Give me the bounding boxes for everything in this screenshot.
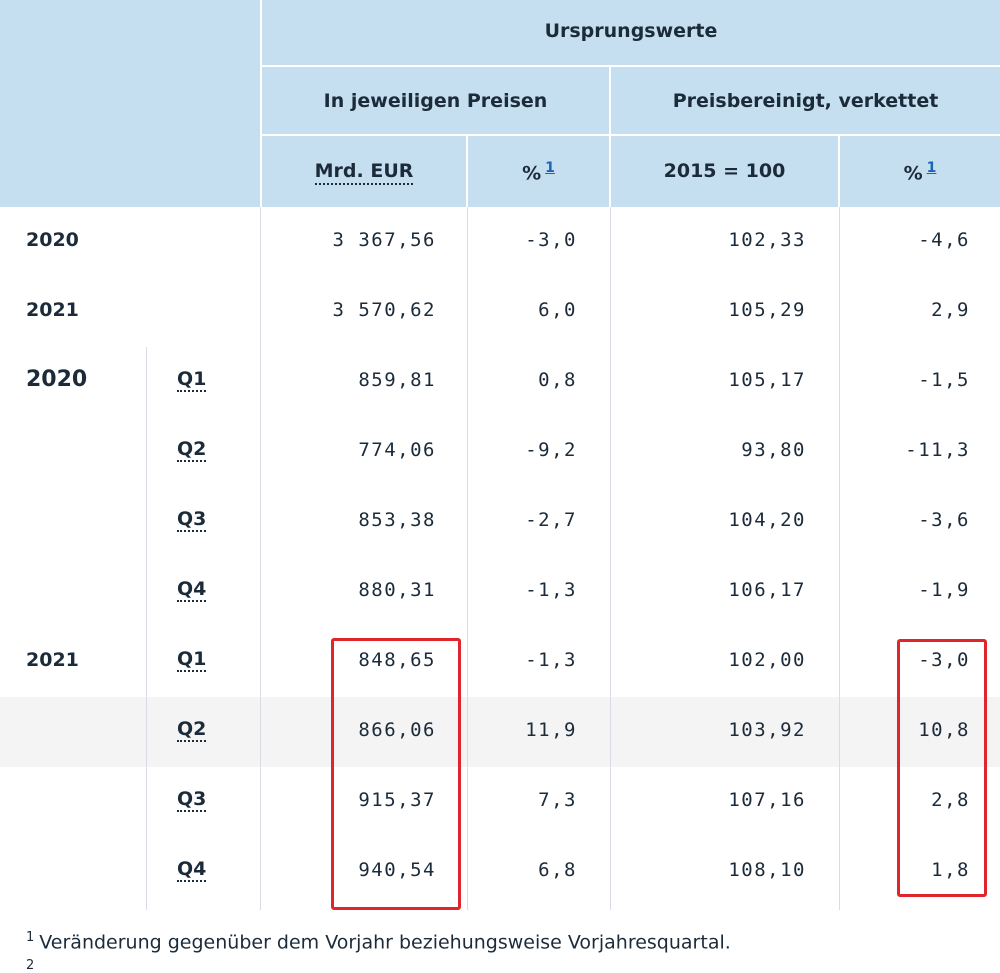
cell-eur: 774,06 bbox=[358, 439, 436, 461]
cell-pct1: -9,2 bbox=[525, 439, 577, 461]
header-divider bbox=[260, 0, 262, 207]
header-divider bbox=[466, 135, 468, 207]
cell-pct1: -1,3 bbox=[525, 649, 577, 671]
cell-eur: 866,06 bbox=[358, 719, 436, 741]
cell-pct1: 11,9 bbox=[525, 719, 577, 741]
table-row: 2021 Q1 848,65 -1,3 102,00 -3,0 bbox=[0, 627, 1000, 697]
cell-pct2: 1,8 bbox=[931, 859, 970, 881]
cell-pct2: -4,6 bbox=[918, 229, 970, 251]
group-title: Ursprungswerte bbox=[544, 20, 718, 42]
cell-pct2: -1,5 bbox=[918, 369, 970, 391]
quarter-abbr[interactable]: Q4 bbox=[177, 858, 207, 882]
cell-pct2: -1,9 bbox=[918, 579, 970, 601]
cell-pct2: -3,6 bbox=[918, 509, 970, 531]
table-row: Q3 853,38 -2,7 104,20 -3,6 bbox=[0, 487, 1000, 557]
cell-pct1: -2,7 bbox=[525, 509, 577, 531]
cell-pct1: -1,3 bbox=[525, 579, 577, 601]
cell-pct2: 2,8 bbox=[931, 789, 970, 811]
table-row: Q2 866,06 11,9 103,92 10,8 bbox=[0, 697, 1000, 767]
column-divider bbox=[610, 207, 611, 910]
table-row: Q4 940,54 6,8 108,10 1,8 bbox=[0, 837, 1000, 907]
highlight-box-eur bbox=[331, 638, 461, 910]
header-divider bbox=[262, 134, 1000, 136]
row-year: 2021 bbox=[26, 299, 79, 321]
row-year: 2021 bbox=[26, 649, 79, 671]
quarter-abbr[interactable]: Q2 bbox=[177, 438, 207, 462]
cell-index: 105,29 bbox=[728, 299, 806, 321]
row-year: 2020 bbox=[26, 367, 88, 392]
cell-index: 93,80 bbox=[741, 439, 806, 461]
cell-eur: 848,65 bbox=[358, 649, 436, 671]
table-row: 2020 3 367,56 -3,0 102,33 -4,6 bbox=[0, 207, 1000, 277]
cell-pct1: -3,0 bbox=[525, 229, 577, 251]
cell-pct1: 6,0 bbox=[538, 299, 577, 321]
cell-eur: 915,37 bbox=[358, 789, 436, 811]
quarter-abbr[interactable]: Q3 bbox=[177, 508, 207, 532]
table-row: 2021 3 570,62 6,0 105,29 2,9 bbox=[0, 277, 1000, 347]
cell-eur: 3 367,56 bbox=[332, 229, 436, 251]
quarter-abbr[interactable]: Q3 bbox=[177, 788, 207, 812]
subheader-price-adjusted: Preisbereinigt, verkettet bbox=[672, 90, 939, 112]
column-header-eur[interactable]: Mrd. EUR bbox=[262, 160, 466, 185]
cell-pct1: 6,8 bbox=[538, 859, 577, 881]
column-header-pct-2: % 1 bbox=[903, 160, 937, 185]
cell-pct2: -11,3 bbox=[905, 439, 970, 461]
column-header-pct-1: % 1 bbox=[522, 160, 555, 185]
cell-index: 107,16 bbox=[728, 789, 806, 811]
cell-index: 102,33 bbox=[728, 229, 806, 251]
row-year: 2020 bbox=[26, 229, 79, 251]
cell-pct2: 2,9 bbox=[931, 299, 970, 321]
cell-pct1: 0,8 bbox=[538, 369, 577, 391]
subheader-current-prices: In jeweiligen Preisen bbox=[323, 90, 548, 112]
unit-abbr-eur[interactable]: Mrd. EUR bbox=[314, 160, 414, 185]
cell-index: 104,20 bbox=[728, 509, 806, 531]
header-divider bbox=[838, 135, 840, 207]
column-header-index: 2015 = 100 bbox=[663, 160, 786, 182]
highlight-box-pct bbox=[897, 639, 987, 897]
quarter-abbr[interactable]: Q2 bbox=[177, 718, 207, 742]
cell-index: 108,10 bbox=[728, 859, 806, 881]
header-divider bbox=[609, 66, 611, 207]
column-divider bbox=[467, 207, 468, 910]
cell-pct1: 7,3 bbox=[538, 789, 577, 811]
column-divider bbox=[260, 207, 261, 910]
quarter-abbr[interactable]: Q4 bbox=[177, 578, 207, 602]
table-row: Q4 880,31 -1,3 106,17 -1,9 bbox=[0, 557, 1000, 627]
header-divider bbox=[262, 65, 1000, 67]
quarter-group-divider bbox=[146, 347, 147, 910]
cell-pct2: -3,0 bbox=[918, 649, 970, 671]
table-header bbox=[0, 0, 1000, 207]
cell-pct2: 10,8 bbox=[918, 719, 970, 741]
quarter-abbr[interactable]: Q1 bbox=[177, 648, 207, 672]
cell-eur: 940,54 bbox=[358, 859, 436, 881]
footnote-link[interactable]: 1 bbox=[545, 160, 555, 176]
cell-index: 103,92 bbox=[728, 719, 806, 741]
quarter-abbr[interactable]: Q1 bbox=[177, 368, 207, 392]
footnote-marker-2: 2 bbox=[26, 958, 35, 973]
cell-eur: 853,38 bbox=[358, 509, 436, 531]
table-row: Q3 915,37 7,3 107,16 2,8 bbox=[0, 767, 1000, 837]
footnote-marker: 1 bbox=[26, 930, 35, 945]
cell-eur: 880,31 bbox=[358, 579, 436, 601]
footnote-link[interactable]: 1 bbox=[926, 160, 937, 176]
table-row: Q2 774,06 -9,2 93,80 -11,3 bbox=[0, 417, 1000, 487]
table-row: 2020 Q1 859,81 0,8 105,17 -1,5 bbox=[0, 347, 1000, 417]
footnote: 1 Veränderung gegenüber dem Vorjahr bezie… bbox=[26, 930, 731, 953]
cell-eur: 859,81 bbox=[358, 369, 436, 391]
column-divider bbox=[839, 207, 840, 910]
footnote-text: Veränderung gegenüber dem Vorjahr bezieh… bbox=[39, 931, 731, 954]
cell-index: 102,00 bbox=[728, 649, 806, 671]
cell-index: 105,17 bbox=[728, 369, 806, 391]
cell-eur: 3 570,62 bbox=[332, 299, 436, 321]
cell-index: 106,17 bbox=[728, 579, 806, 601]
